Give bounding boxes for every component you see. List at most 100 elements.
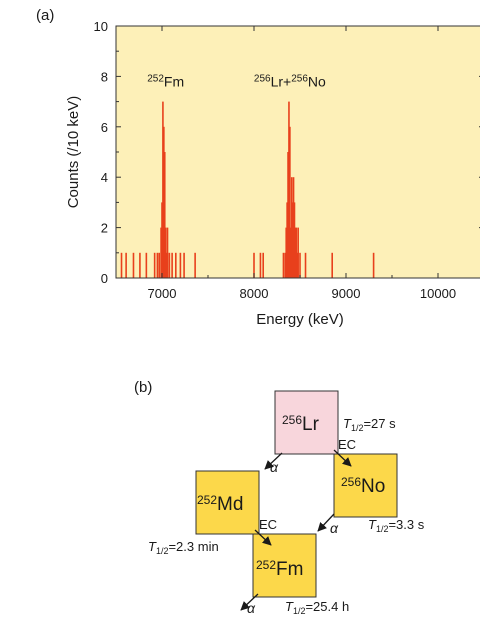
panel-b-label: (b) [134, 379, 152, 396]
half-life-value: =25.4 h [305, 599, 349, 614]
ec-arrow-lr-no [333, 449, 352, 467]
half-life-value: =27 s [363, 416, 396, 431]
histogram-bar [304, 252, 307, 278]
alpha-label-lr: α [270, 459, 279, 475]
histogram-bar [282, 252, 285, 278]
half-life-symbol: T [343, 416, 352, 431]
histogram-bar [287, 152, 289, 278]
histogram-bar [295, 227, 298, 278]
histogram-bar [179, 252, 182, 278]
half-life-symbol: T [368, 517, 377, 532]
half-life-value: =2.3 min [168, 539, 218, 554]
alpha-arrow-no-fm [317, 513, 335, 532]
histogram-bar [163, 152, 166, 278]
peak-annotation: 252Fm [147, 73, 184, 89]
half-life-subscript: 1/2 [376, 524, 389, 534]
x-tick-label: 8000 [240, 286, 269, 301]
y-tick-label: 8 [101, 69, 108, 84]
mass-number: 256 [291, 73, 308, 84]
histogram-bar [139, 252, 141, 278]
x-tick-label: 9000 [332, 286, 361, 301]
histogram-bar [292, 177, 295, 278]
half-life-subscript: 1/2 [156, 546, 169, 556]
histogram-bar [162, 101, 164, 278]
mass-number: 252 [256, 558, 276, 572]
histogram-bar [194, 252, 196, 278]
histogram-bar [160, 227, 162, 278]
energy-spectrum-chart: 0 2 4 6 8 10 7000 8000 9000 10000 Energy (keV) Co… [65, 19, 480, 328]
half-life-subscript: 1/2 [351, 423, 364, 433]
element-symbol: Lr [302, 414, 320, 435]
nuclide-label-no: 256No [341, 475, 385, 497]
half-life-fm: T1/2=25.4 h [285, 599, 349, 616]
ec-label-md: EC [259, 517, 277, 532]
histogram-bar [294, 227, 297, 278]
x-tick-label: 7000 [148, 286, 177, 301]
ec-label-lr: EC [338, 437, 356, 452]
histogram-bar [290, 227, 292, 278]
x-tick-label: 10000 [420, 286, 456, 301]
element-symbol: Fm [276, 559, 303, 580]
half-life-no: T1/2=3.3 s [368, 517, 425, 534]
peak-annotations: 252Fm 256Lr+256No [147, 73, 326, 89]
histogram-bar [125, 252, 127, 278]
mass-number: 256 [254, 73, 271, 84]
histogram-bar [288, 101, 290, 278]
histogram-bar [372, 252, 375, 278]
y-tick-label: 4 [101, 170, 108, 185]
histogram-bar [120, 252, 123, 278]
histogram-bar [156, 252, 159, 278]
alpha-arrow-fm-out [240, 593, 259, 611]
half-life-symbol: T [148, 539, 157, 554]
histogram-bar [164, 227, 167, 278]
nuclide-box-lr [274, 390, 339, 455]
mass-number: 256 [282, 413, 302, 427]
half-life-symbol: T [285, 599, 294, 614]
histogram-bar [285, 227, 287, 278]
histogram-bar [299, 252, 301, 278]
mass-number: 252 [147, 73, 164, 84]
y-tick-label: 2 [101, 221, 108, 236]
nuclide-symbol: No [308, 73, 326, 89]
half-life-lr: T1/2=27 s [343, 416, 396, 433]
histogram-bar [286, 202, 288, 278]
histogram-bar [331, 252, 333, 278]
mass-number: 256 [341, 475, 361, 489]
histogram-bar [153, 252, 156, 278]
histogram-bar [253, 252, 255, 278]
element-symbol: No [361, 476, 385, 497]
histogram-bar [296, 252, 299, 278]
histogram-bar [284, 252, 287, 278]
nuclide-symbol: Fm [164, 73, 184, 89]
nuclide-label-lr: 256Lr [282, 413, 320, 435]
histogram-bar [289, 126, 291, 278]
histogram-bar [168, 252, 171, 278]
nuclide-box-md [195, 470, 260, 535]
decay-scheme: 256Lr 256No 252Md 252Fm T1/2=27 s T1/2=3… [148, 390, 425, 616]
y-axis-label: Counts (/10 keV) [65, 96, 82, 209]
alpha-label-no: α [330, 520, 339, 536]
histogram-bar [183, 252, 185, 278]
peak-annotation: 256Lr+256No [254, 73, 326, 89]
histogram-bar [259, 252, 262, 278]
mass-number: 252 [197, 493, 217, 507]
histogram-bar [262, 252, 264, 278]
histogram-bar [145, 252, 148, 278]
nuclide-symbol: Lr+ [271, 73, 292, 89]
histogram-bar [132, 252, 135, 278]
histogram-bar [171, 252, 173, 278]
plot-frame [115, 25, 480, 279]
y-tick-label: 6 [101, 120, 108, 135]
alpha-label-fm: α [247, 600, 256, 616]
panel-a-label: (a) [36, 7, 54, 24]
ec-arrow-md-fm [254, 529, 272, 546]
histogram-bar [166, 227, 169, 278]
histogram-bar [291, 202, 294, 278]
half-life-value: =3.3 s [388, 517, 424, 532]
histogram-bar [165, 252, 168, 278]
histogram-bar [163, 126, 165, 278]
nuclide-label-md: 252Md [197, 493, 243, 515]
histogram-bar [161, 202, 163, 278]
axis-ticks: 0 2 4 6 8 10 7000 8000 9000 10000 [94, 19, 480, 301]
